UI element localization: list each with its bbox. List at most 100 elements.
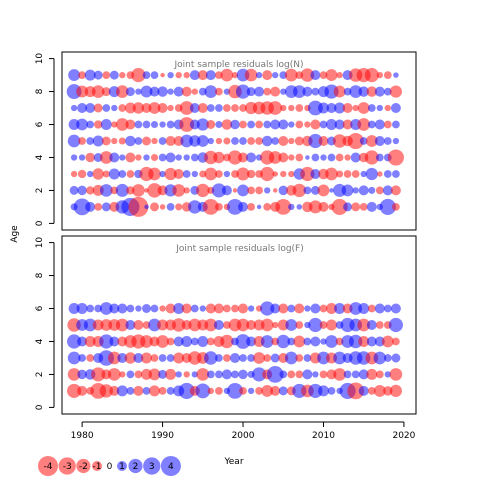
- bubble-age-5-year-1987: [134, 137, 143, 145]
- bubble-age-3-year-2003: [260, 166, 275, 182]
- bubble-age-9-year-1982: [93, 70, 103, 80]
- bubble-age-5-year-1990: [158, 137, 167, 145]
- bubble-age-1-year-2015: [358, 385, 369, 396]
- bubble-age-3-year-1990: [158, 354, 167, 362]
- bubble-age-5-year-1992: [171, 318, 186, 332]
- legend-bubble-4: [160, 456, 181, 476]
- bubble-age-7-year-2007: [295, 104, 304, 112]
- bubble-age-5-year-1982: [92, 135, 104, 147]
- bubble-age-8-year-2008: [302, 86, 313, 97]
- bubble-age-2-year-2009: [310, 185, 320, 195]
- legend-bubble--1: [92, 461, 102, 471]
- bubble-age-3-year-2002: [253, 352, 266, 364]
- bubble-age-2-year-2010: [319, 370, 328, 379]
- bubble-age-5-year-2016: [365, 135, 378, 147]
- bubble-age-7-year-2005: [280, 104, 287, 112]
- bubble-age-3-year-1981: [86, 354, 95, 362]
- bubble-age-2-year-1996: [206, 370, 215, 379]
- bubble-age-2-year-2000: [238, 369, 248, 380]
- x-tick-label-1990: 1990: [151, 431, 174, 441]
- bubble-age-7-year-1988: [141, 103, 152, 113]
- bubble-age-6-year-2005: [278, 119, 289, 130]
- bubble-age-5-year-2005: [278, 136, 289, 146]
- bubble-age-5-year-1995: [196, 135, 209, 147]
- y-axis-label: Age: [10, 225, 20, 243]
- bubble-age-3-year-2003: [263, 354, 272, 362]
- bubble-age-2-year-2005: [278, 185, 289, 196]
- bubble-age-1-year-1989: [149, 385, 160, 397]
- bubble-age-5-year-1996: [207, 137, 214, 145]
- bubble-age-5-year-1989: [148, 318, 161, 332]
- bubble-age-1-year-2014: [347, 382, 365, 400]
- bubble-age-9-year-2016: [364, 68, 379, 83]
- bubble-age-8-year-1980: [76, 85, 89, 98]
- bubble-age-9-year-2010: [319, 71, 328, 79]
- bubble-age-1-year-1993: [178, 382, 195, 399]
- bubble-age-9-year-1983: [102, 71, 111, 79]
- bubble-age-1-year-2003: [261, 384, 274, 397]
- bubble-age-4-year-2004: [268, 151, 282, 164]
- bubble-age-2-year-2000: [237, 184, 249, 197]
- bubble-age-1-year-2005: [278, 386, 288, 396]
- bubble-age-4-year-2007: [293, 335, 306, 348]
- bubble-age-2-year-1998: [221, 185, 232, 196]
- bubble-age-9-year-2019: [393, 72, 399, 78]
- y-tick-label-10: 10: [35, 237, 45, 249]
- bubble-age-2-year-1998: [221, 369, 232, 380]
- bubble-age-3-year-1995: [199, 170, 207, 178]
- bubble-age-4-year-2008: [305, 155, 310, 160]
- bubble-age-9-year-1997: [215, 71, 223, 79]
- bubble-age-6-year-1983: [100, 119, 112, 130]
- panel-log-f-title: Joint sample residuals log(F): [175, 244, 303, 254]
- bubble-age-2-year-1984: [107, 368, 121, 381]
- bubble-age-3-year-1985: [118, 170, 127, 178]
- bubble-age-3-year-1979: [67, 351, 81, 365]
- bubble-age-6-year-2001: [247, 120, 255, 129]
- bubble-age-3-year-1981: [87, 170, 94, 178]
- bubble-age-1-year-1996: [202, 198, 219, 215]
- bubble-age-3-year-1986: [126, 170, 135, 178]
- bubble-age-3-year-1982: [92, 168, 104, 180]
- panel-log-n-bubbles: [66, 68, 404, 217]
- bubble-age-6-year-2000: [239, 120, 247, 129]
- bubble-age-1-year-2013: [343, 202, 353, 212]
- bubble-age-6-year-1987: [135, 305, 142, 312]
- bubble-age-2-year-2009: [312, 371, 319, 378]
- bubble-age-7-year-2013: [342, 103, 353, 113]
- bubble-age-9-year-2001: [244, 68, 258, 82]
- bubble-age-7-year-1998: [223, 104, 231, 112]
- bubble-age-3-year-1994: [191, 170, 198, 178]
- bubble-age-3-year-1983: [102, 170, 110, 178]
- bubble-age-2-year-2016: [366, 368, 378, 380]
- bubble-age-3-year-2015: [360, 170, 367, 178]
- bubble-age-3-year-2011: [325, 167, 338, 181]
- bubble-age-6-year-1981: [86, 120, 95, 129]
- bubble-age-3-year-2014: [351, 170, 360, 178]
- bubble-age-1-year-2001: [247, 203, 255, 211]
- bubble-age-9-year-1989: [150, 71, 159, 79]
- bubble-age-6-year-2015: [357, 118, 371, 131]
- bubble-age-6-year-2008: [304, 121, 311, 128]
- bubble-age-5-year-1985: [115, 318, 129, 332]
- bubble-age-2-year-2004: [272, 188, 278, 193]
- bubble-age-1-year-2015: [359, 203, 368, 211]
- bubble-age-3-year-1992: [173, 352, 185, 364]
- panel-log-n-y-axis: 0 2 4 6 8 10: [35, 53, 55, 226]
- bubble-age-3-year-2000: [236, 167, 250, 181]
- bubble-age-6-year-1995: [196, 118, 209, 131]
- bubble-age-4-year-2000: [238, 152, 248, 163]
- bubble-age-2-year-1979: [67, 368, 81, 381]
- bubble-age-1-year-2018: [383, 386, 393, 396]
- panel-log-f-bubbles: [67, 301, 403, 400]
- bubble-age-4-year-1980: [77, 336, 88, 347]
- bubble-age-6-year-2002: [255, 120, 263, 129]
- bubble-age-4-year-2018: [381, 335, 394, 348]
- bubble-age-7-year-1987: [132, 102, 145, 114]
- bubble-age-4-year-2010: [320, 154, 327, 161]
- bubble-age-1-year-1987: [128, 196, 149, 217]
- bubble-age-4-year-2012: [335, 337, 344, 346]
- bubble-age-5-year-2002: [255, 137, 263, 145]
- bubble-age-9-year-2008: [300, 68, 315, 82]
- bubble-age-3-year-2008: [300, 166, 315, 182]
- bubble-age-1-year-2005: [275, 198, 292, 215]
